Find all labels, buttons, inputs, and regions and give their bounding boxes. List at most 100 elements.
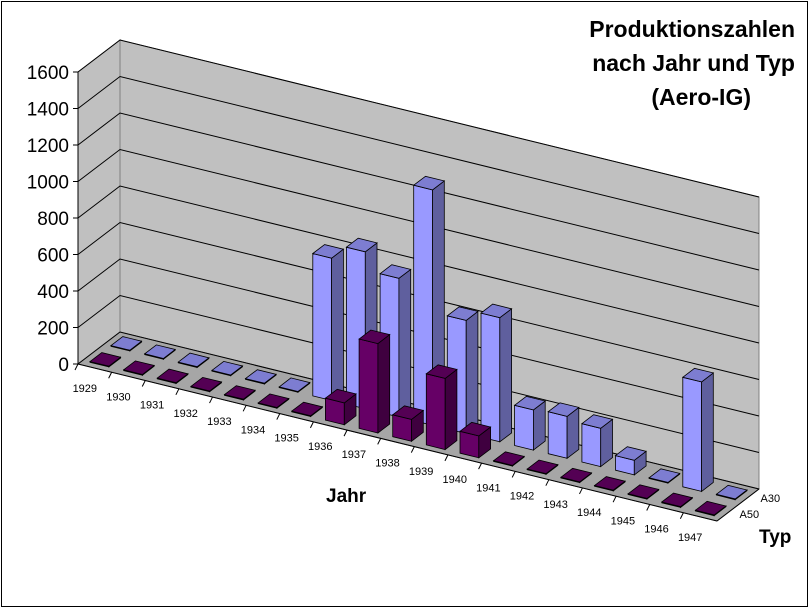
y-tick-label: 600 xyxy=(37,246,69,267)
gridline xyxy=(77,185,760,344)
x-tick-mark xyxy=(478,462,483,470)
gridline xyxy=(77,75,760,234)
bar-a30-1934 xyxy=(278,377,311,394)
x-tick-label: 1944 xyxy=(577,507,601,519)
bar-a50-1947 xyxy=(694,500,727,517)
x-tick-mark xyxy=(679,512,684,519)
bar-a30-1931 xyxy=(177,352,210,369)
x-tick-label: 1933 xyxy=(207,416,231,428)
x-tick-label: 1931 xyxy=(140,400,164,412)
x-tick-mark xyxy=(444,454,449,462)
series-a50 xyxy=(89,329,727,517)
bar-a50-1929 xyxy=(89,352,122,368)
x-tick-label: 1936 xyxy=(308,441,332,453)
x-tick-mark xyxy=(343,429,348,437)
chart-title-line-2: nach Jahr und Typ xyxy=(592,50,795,76)
x-tick-label: 1938 xyxy=(375,458,399,470)
x-tick-mark xyxy=(410,446,415,453)
bar-a30-1944 xyxy=(614,446,648,476)
y-tick-label: 1000 xyxy=(27,173,69,194)
bar-a50-1938 xyxy=(391,405,425,443)
y-tick-label: 200 xyxy=(37,319,69,340)
x-tick-mark xyxy=(74,363,79,371)
bar-a50-1946 xyxy=(660,492,694,509)
x-tick-label: 1940 xyxy=(443,474,467,486)
x-tick-mark xyxy=(511,471,516,478)
bar-a50-1933 xyxy=(223,385,257,401)
bar-a30-1940 xyxy=(480,303,513,443)
series-tick-label: A30 xyxy=(761,493,781,505)
bar-a50-1939 xyxy=(425,364,458,451)
x-tick-mark xyxy=(309,421,314,429)
gridline xyxy=(77,258,760,417)
y-tick-label: 1600 xyxy=(27,63,69,84)
chart-title-line-1: Produktionszahlen xyxy=(589,16,795,42)
y-tick-label: 400 xyxy=(37,282,69,303)
x-tick-label: 1932 xyxy=(173,408,197,420)
series-axis-line xyxy=(716,488,760,522)
x-tick-label: 1943 xyxy=(543,499,567,511)
bar-a30-1932 xyxy=(210,360,244,377)
y-tick-label: 1400 xyxy=(27,100,69,121)
bar-a30-1938 xyxy=(412,175,446,427)
bar-a30-1946 xyxy=(681,367,715,493)
bar-a30-1947 xyxy=(715,484,748,501)
x-tick-label: 1934 xyxy=(241,424,265,436)
x-tick-mark xyxy=(646,504,651,511)
x-axis-tick-labels: 1929 1930 1931 1932 1933 1934 1935 1936 1937 1938… xyxy=(73,363,702,544)
bar-a30-1945 xyxy=(648,468,681,484)
series-axis-label: Typ xyxy=(759,527,791,548)
x-axis-line xyxy=(77,363,718,522)
x-tick-label: 1935 xyxy=(274,433,298,445)
gridline xyxy=(77,331,760,490)
x-axis-label: Jahr xyxy=(326,486,367,507)
x-tick-label: 1945 xyxy=(611,515,635,527)
bar-a30-1929 xyxy=(110,336,143,352)
gridline xyxy=(77,221,760,380)
bar-a50-1945 xyxy=(627,484,660,500)
x-tick-label: 1941 xyxy=(476,482,500,494)
chart-title-line-3: (Aero-IG) xyxy=(651,84,751,110)
x-tick-label: 1942 xyxy=(510,491,534,503)
bar-a50-1940 xyxy=(459,421,492,459)
x-tick-mark xyxy=(579,487,583,495)
x-tick-mark xyxy=(242,405,247,412)
y-tick-label: 0 xyxy=(58,355,69,376)
bar-a50-1941 xyxy=(492,451,526,467)
gridline xyxy=(77,39,760,198)
y-tick-label: 1200 xyxy=(27,136,69,157)
bar-a30-1930 xyxy=(143,344,177,361)
gridline xyxy=(77,112,760,271)
bar-a50-1942 xyxy=(526,459,559,476)
gridline xyxy=(77,148,760,307)
gridline xyxy=(77,294,760,453)
bar-a30-1933 xyxy=(244,369,278,385)
x-tick-label: 1939 xyxy=(409,466,433,478)
bar-a30-1935 xyxy=(311,244,345,402)
x-tick-mark xyxy=(175,388,180,396)
x-tick-label: 1929 xyxy=(73,383,97,395)
bar-a30-1943 xyxy=(580,414,614,468)
bar-a50-1944 xyxy=(593,476,627,492)
bar-a50-1936 xyxy=(324,388,357,426)
x-tick-mark xyxy=(276,413,281,420)
chart-bars xyxy=(89,175,748,517)
bar-a50-1932 xyxy=(189,376,223,393)
x-tick-mark xyxy=(141,380,146,387)
x-tick-label: 1946 xyxy=(644,524,668,536)
x-tick-label: 1937 xyxy=(342,449,366,461)
y-axis-tick-labels: 0 200 400 600 800 1000 1200 1400 1600 xyxy=(27,63,69,376)
bar-a50-1931 xyxy=(156,368,189,385)
x-tick-mark xyxy=(108,372,113,379)
x-tick-label: 1947 xyxy=(678,532,702,544)
x-tick-mark xyxy=(612,495,617,503)
bar-a50-1935 xyxy=(290,401,324,418)
series-tick-label: A50 xyxy=(740,509,760,521)
series-a30 xyxy=(110,175,748,501)
x-tick-mark xyxy=(377,438,382,445)
bar-a50-1930 xyxy=(122,360,156,377)
bar-a50-1934 xyxy=(257,393,290,410)
